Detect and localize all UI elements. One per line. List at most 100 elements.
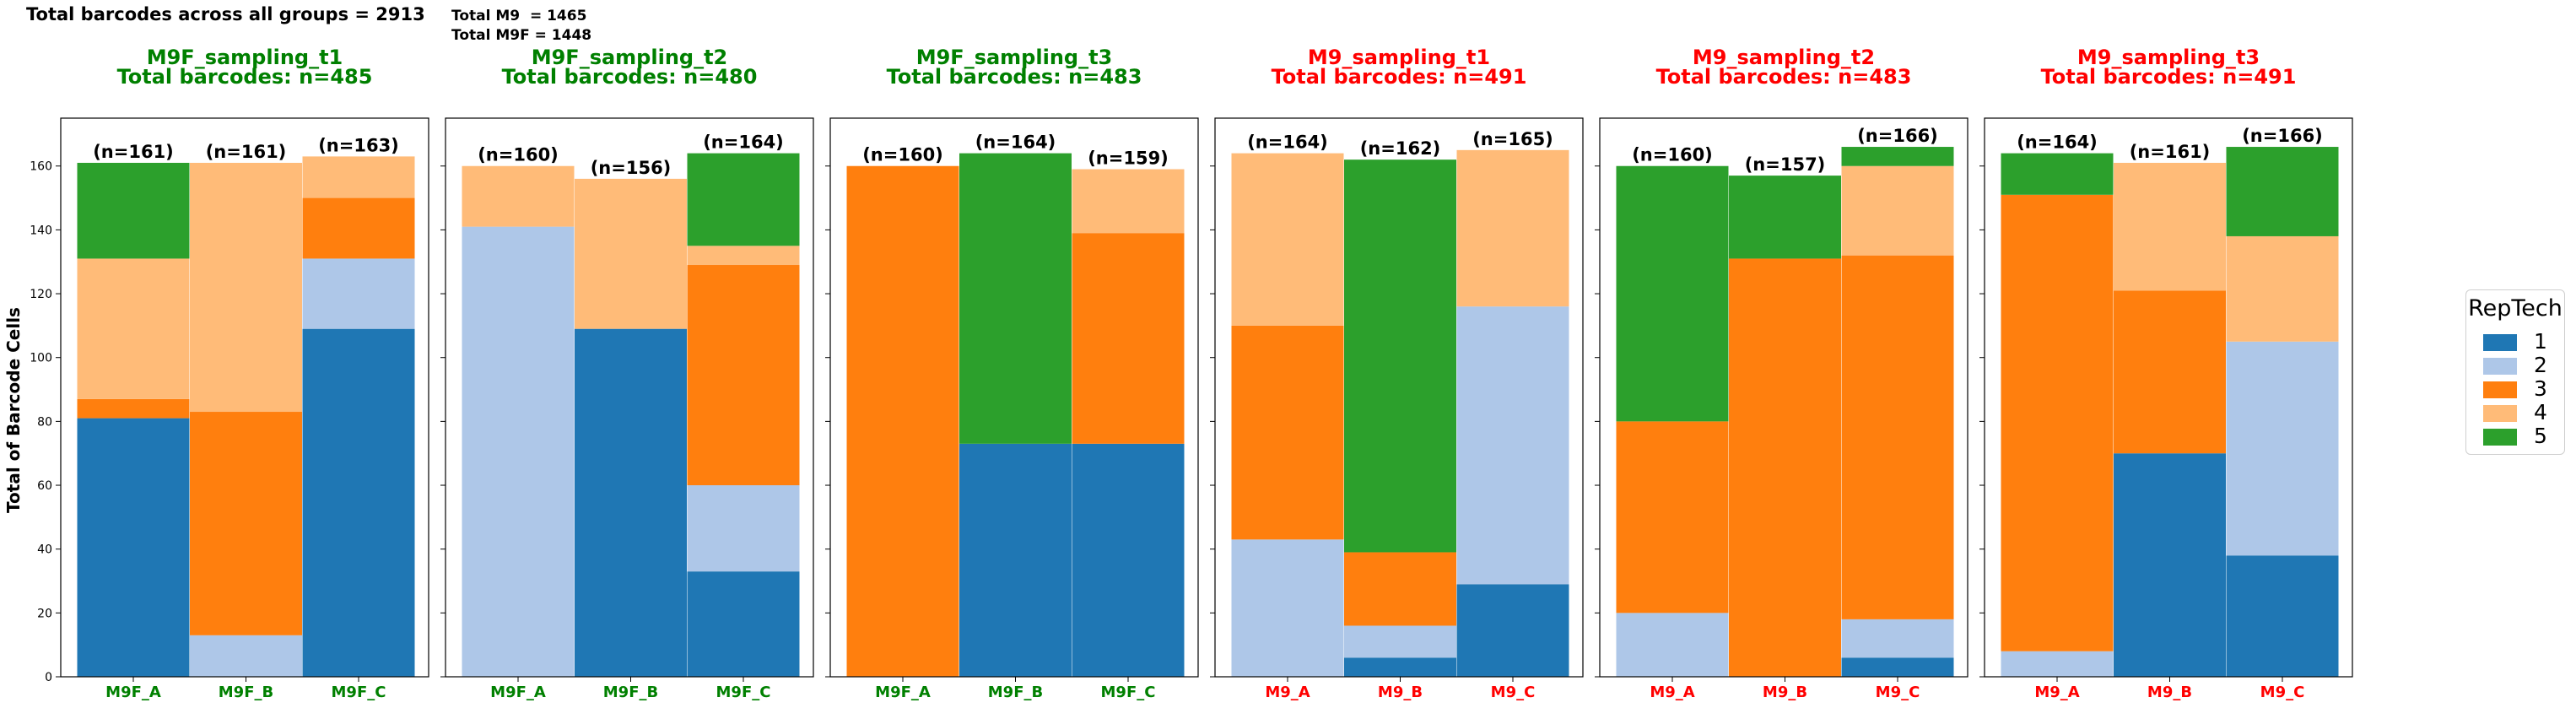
panel-frame	[829, 117, 1199, 678]
bar-segment	[1616, 613, 1729, 677]
x-tick-label: M9F_A	[875, 684, 931, 701]
bar-total-label: (n=166)	[1857, 126, 1938, 146]
x-tick-label: M9F_B	[219, 684, 273, 701]
legend-title: RepTech	[2468, 295, 2562, 322]
bar-segment	[1841, 657, 1954, 677]
x-tick-label: M9_C	[1491, 684, 1536, 701]
bar-segment	[687, 153, 800, 246]
y-tick-label: 80	[37, 415, 52, 429]
bar-segment	[1231, 325, 1344, 540]
bar-segment	[687, 485, 800, 572]
bar-total-label: (n=164)	[1247, 132, 1328, 153]
x-tick-label: M9F_C	[332, 684, 386, 701]
legend-label: 2	[2534, 353, 2547, 377]
bar-segment	[1344, 159, 1456, 553]
bar-segment	[190, 162, 302, 413]
bar-segment	[1344, 625, 1456, 658]
legend: RepTech 1 2 3 4 5	[2465, 289, 2565, 455]
bar-segment	[1072, 233, 1185, 444]
x-tick-label: M9F_A	[490, 684, 546, 701]
y-axis-label: Total of Barcode Cells	[3, 307, 24, 513]
bar-segment	[1344, 552, 1456, 626]
panel-frame	[1599, 117, 1968, 678]
x-tick-label: M9_A	[1265, 684, 1310, 701]
bar-segment	[2114, 453, 2226, 677]
bar-segment	[846, 165, 959, 677]
panel-title: M9_sampling_t1	[1308, 46, 1490, 69]
bar-segment	[302, 156, 415, 198]
bar-total-label: (n=163)	[318, 135, 399, 155]
bar-segment	[687, 571, 800, 677]
total-m9f-label: Total M9F = 1448	[451, 27, 592, 44]
bar-segment	[2114, 290, 2226, 454]
panel-title: M9F_sampling_t3	[916, 46, 1113, 69]
bar-segment	[190, 412, 302, 635]
bar-segment	[462, 165, 575, 227]
bar-segment	[2001, 153, 2114, 195]
legend-swatch	[2483, 429, 2517, 446]
bar-segment	[2226, 341, 2339, 556]
bar-total-label: (n=160)	[478, 145, 559, 165]
bar-total-label: (n=162)	[1360, 138, 1441, 159]
x-tick-label: M9F_B	[988, 684, 1043, 701]
y-tick-label: 120	[30, 288, 52, 301]
bar-segment	[1841, 619, 1954, 658]
y-tick-label: 140	[30, 224, 52, 237]
legend-swatch	[2483, 358, 2517, 375]
y-tick-label: 0	[45, 671, 52, 684]
bar-segment	[1729, 176, 1841, 259]
bar-segment	[2226, 147, 2339, 236]
bar-segment	[1841, 165, 1954, 256]
bar-total-label: (n=165)	[1472, 129, 1553, 149]
panel-title: M9F_sampling_t2	[532, 46, 728, 69]
bar-segment	[575, 178, 687, 329]
y-tick-label: 60	[37, 479, 52, 493]
bar-segment	[1072, 443, 1185, 677]
bar-segment	[959, 443, 1072, 677]
bar-segment	[687, 265, 800, 486]
bar-segment	[1344, 657, 1456, 677]
panel-frame	[1214, 117, 1584, 678]
x-tick-label: M9F_C	[716, 684, 771, 701]
x-tick-label: M9_B	[1378, 684, 1423, 701]
bar-total-label: (n=164)	[975, 132, 1056, 153]
panel-frame	[60, 117, 429, 678]
bar-total-label: (n=164)	[703, 132, 784, 153]
legend-swatch	[2483, 381, 2517, 398]
bar-total-label: (n=160)	[862, 145, 943, 165]
bar-segment	[462, 226, 575, 677]
bar-segment	[77, 162, 190, 259]
bar-total-label: (n=156)	[591, 158, 672, 178]
bar-total-label: (n=161)	[93, 142, 174, 162]
bar-segment	[77, 398, 190, 419]
panel-subtitle: Total barcodes: n=480	[502, 65, 758, 89]
y-tick-label: 20	[37, 607, 52, 620]
bar-segment	[77, 418, 190, 677]
bar-total-label: (n=161)	[2130, 142, 2211, 162]
panel-subtitle: Total barcodes: n=483	[1656, 65, 1912, 89]
bar-segment	[2001, 194, 2114, 651]
bar-segment	[1616, 421, 1729, 613]
bar-total-label: (n=160)	[1632, 145, 1713, 165]
bar-segment	[1841, 147, 1954, 166]
bar-segment	[1456, 306, 1569, 585]
y-tick-label: 40	[37, 543, 52, 557]
total-barcodes-all-groups: Total barcodes across all groups = 2913	[26, 4, 425, 24]
bar-total-label: (n=161)	[206, 142, 287, 162]
bar-total-label: (n=157)	[1745, 154, 1826, 175]
x-tick-label: M9F_A	[105, 684, 161, 701]
panel-subtitle: Total barcodes: n=491	[2041, 65, 2297, 89]
bar-segment	[77, 258, 190, 399]
legend-label: 1	[2534, 329, 2547, 354]
bar-segment	[1456, 149, 1569, 307]
legend-swatch	[2483, 405, 2517, 422]
bar-segment	[959, 153, 1072, 444]
bar-segment	[1841, 255, 1954, 619]
x-tick-label: M9_A	[1650, 684, 1694, 701]
